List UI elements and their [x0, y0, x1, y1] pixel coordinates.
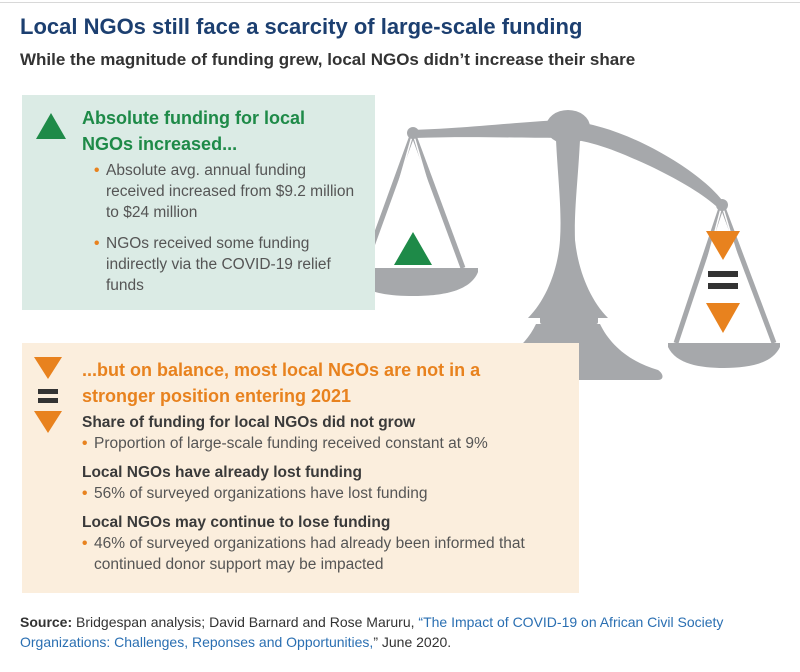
- top-rule: [0, 2, 800, 3]
- right-pan-equals-icon-bar1: [708, 271, 738, 277]
- source-link[interactable]: “The Impact of COVID-19 on African Civil…: [20, 614, 724, 650]
- right-pan-down-triangle-icon-top: [706, 231, 740, 260]
- bullet-dot-icon: •: [94, 235, 100, 252]
- bullet-dot-icon: •: [94, 162, 100, 179]
- source-text: Bridgespan analysis; David Barnard and R…: [72, 614, 419, 630]
- section-bullet: • Proportion of large-scale funding recei…: [82, 433, 562, 454]
- bullet-dot-icon: •: [82, 485, 88, 502]
- scale-top-knob: [546, 110, 590, 144]
- source-date: ” June 2020.: [373, 634, 452, 650]
- down-triangle-icon: [34, 357, 62, 379]
- increase-heading: Absolute funding for local NGOs increase…: [82, 108, 305, 154]
- balance-section: Local NGOs may continue to lose funding …: [82, 512, 562, 575]
- increase-bullet-text: Absolute avg. annual funding received in…: [106, 162, 355, 221]
- left-pan-up-triangle-icon: [394, 232, 432, 265]
- section-bullet: • 46% of surveyed organizations had alrea…: [82, 533, 562, 575]
- page-title: Local NGOs still face a scarcity of larg…: [20, 14, 583, 39]
- balance-heading: ...but on balance, most local NGOs are n…: [82, 360, 481, 406]
- right-pan: [668, 343, 780, 368]
- down-triangle-icon: [34, 411, 62, 433]
- source-note: Source: Bridgespan analysis; David Barna…: [20, 612, 780, 652]
- right-pan-down-triangle-icon-bottom: [706, 303, 740, 333]
- right-pan-strings: [673, 204, 777, 344]
- increase-bullet: • NGOs received some funding indirectly v…: [94, 233, 356, 296]
- increase-bullet: • Absolute avg. annual funding received i…: [94, 160, 356, 223]
- balance-icons: [34, 357, 62, 433]
- increase-panel: [22, 95, 375, 310]
- section-bullet: • 56% of surveyed organizations have lost…: [82, 483, 562, 504]
- section-heading: Share of funding for local NGOs did not …: [82, 414, 416, 431]
- equals-icon: [38, 389, 58, 394]
- balance-section: Local NGOs have already lost funding • 56…: [82, 462, 562, 504]
- section-heading: Local NGOs may continue to lose funding: [82, 514, 391, 531]
- source-label: Source:: [20, 614, 73, 630]
- section-bullet-text: Proportion of large-scale funding receiv…: [94, 435, 488, 452]
- left-pivot: [407, 127, 419, 139]
- left-pan: [348, 268, 478, 296]
- scale-column: [528, 140, 608, 318]
- right-pan-equals-icon-bar2: [708, 283, 738, 289]
- balance-panel: [22, 343, 579, 593]
- bullet-dot-icon: •: [82, 435, 88, 452]
- increase-bullet-text: NGOs received some funding indirectly vi…: [106, 235, 331, 294]
- increase-bullet-list: • Absolute avg. annual funding received i…: [94, 160, 356, 306]
- right-pivot: [716, 199, 728, 211]
- section-bullet-text: 56% of surveyed organizations have lost …: [94, 485, 428, 502]
- section-bullet-text: 46% of surveyed organizations had alread…: [94, 535, 525, 573]
- page-subtitle: While the magnitude of funding grew, loc…: [20, 50, 636, 69]
- balance-section: Share of funding for local NGOs did not …: [82, 412, 562, 454]
- section-heading: Local NGOs have already lost funding: [82, 464, 362, 481]
- up-triangle-icon: [36, 113, 66, 139]
- bullet-dot-icon: •: [82, 535, 88, 552]
- scale-column-collar: [540, 316, 598, 324]
